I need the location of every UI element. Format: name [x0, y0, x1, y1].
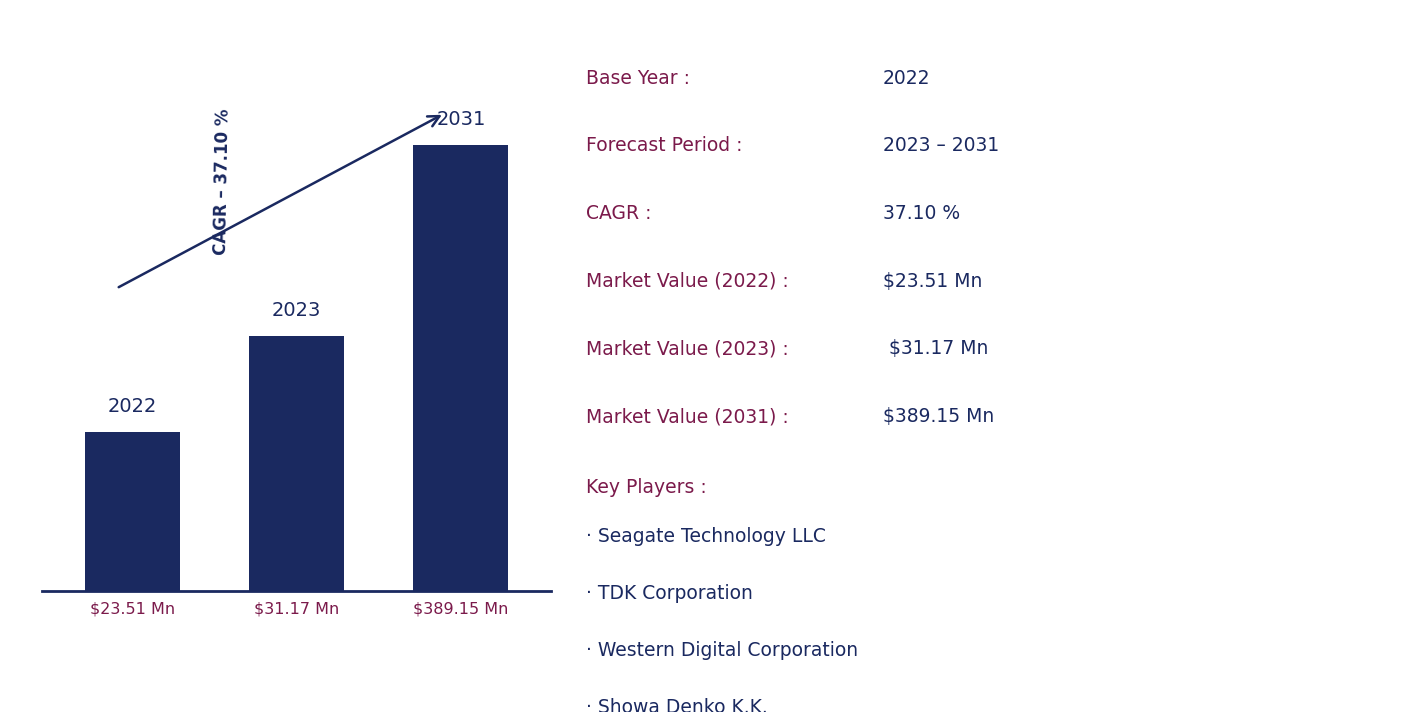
- Text: Key Players :: Key Players :: [586, 478, 706, 497]
- Text: Market Value (2022) :: Market Value (2022) :: [586, 272, 788, 290]
- Text: $389.15 Mn: $389.15 Mn: [883, 407, 995, 426]
- Text: · Western Digital Corporation: · Western Digital Corporation: [586, 641, 859, 659]
- Text: Market Value (2031) :: Market Value (2031) :: [586, 407, 788, 426]
- Text: 2022: 2022: [107, 397, 157, 416]
- Text: · Showa Denko K.K.: · Showa Denko K.K.: [586, 698, 769, 712]
- Bar: [413, 145, 509, 591]
- Text: 37.10 %: 37.10 %: [883, 204, 961, 223]
- Bar: [249, 336, 345, 591]
- Text: $389.15 Mn: $389.15 Mn: [413, 601, 509, 617]
- Text: Base Year :: Base Year :: [586, 69, 691, 88]
- Text: CAGR :: CAGR :: [586, 204, 651, 223]
- Text: 2023: 2023: [273, 301, 321, 320]
- Text: 2022: 2022: [883, 69, 931, 88]
- Text: Forecast Period :: Forecast Period :: [586, 137, 743, 155]
- Text: $23.51 Mn: $23.51 Mn: [883, 272, 982, 290]
- Text: Market Value (2023) :: Market Value (2023) :: [586, 340, 788, 358]
- Bar: [85, 431, 181, 591]
- Text: CAGR – 37.10 %: CAGR – 37.10 %: [212, 108, 232, 255]
- Text: · Seagate Technology LLC: · Seagate Technology LLC: [586, 527, 827, 545]
- Text: $31.17 Mn: $31.17 Mn: [883, 340, 989, 358]
- Text: · TDK Corporation: · TDK Corporation: [586, 584, 753, 602]
- Text: 2023 – 2031: 2023 – 2031: [883, 137, 999, 155]
- Text: $31.17 Mn: $31.17 Mn: [254, 601, 339, 617]
- Text: $23.51 Mn: $23.51 Mn: [90, 601, 175, 617]
- Text: 2031: 2031: [437, 110, 486, 130]
